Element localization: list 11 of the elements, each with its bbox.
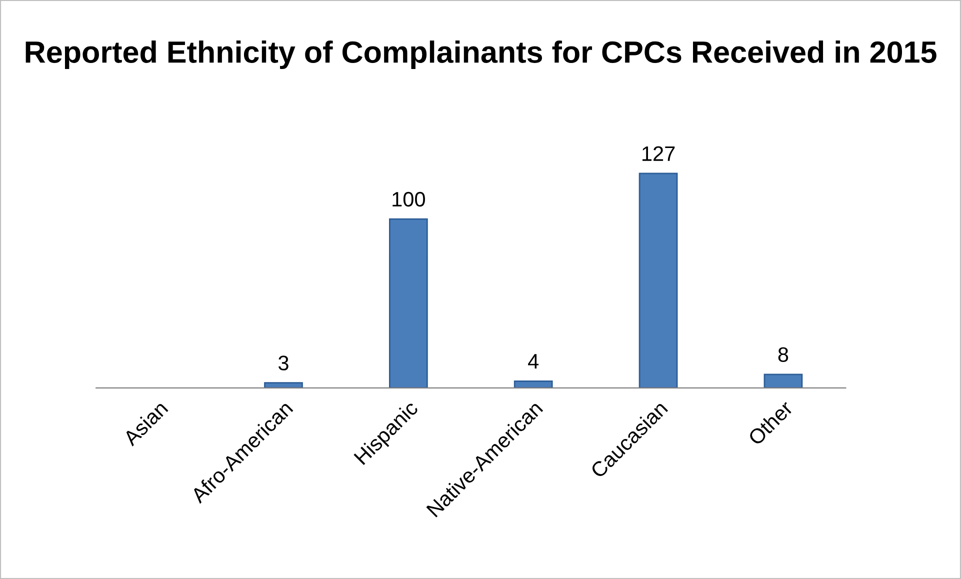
data-label: 4 <box>528 354 539 369</box>
data-label: 127 <box>642 146 675 161</box>
bar <box>514 380 553 388</box>
chart-title: Reported Ethnicity of Complainants for CPCs Received in 2015 <box>26 40 936 70</box>
bar <box>638 172 678 388</box>
bar <box>764 374 803 388</box>
data-label: 8 <box>778 347 788 362</box>
data-label: 100 <box>392 192 425 207</box>
bar <box>388 218 428 388</box>
data-label: 3 <box>278 356 288 370</box>
bar <box>264 382 303 388</box>
